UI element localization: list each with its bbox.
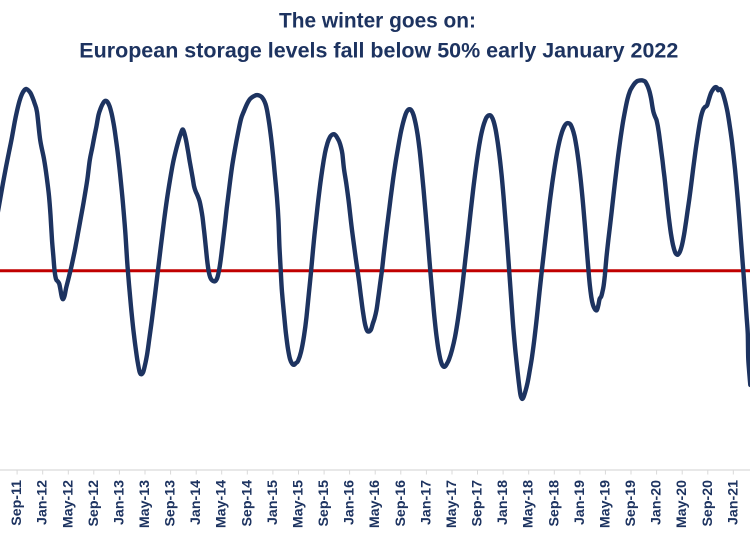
svg-text:Sep-19: Sep-19 (623, 480, 639, 527)
svg-text:May-16: May-16 (367, 480, 383, 528)
svg-text:May-17: May-17 (444, 480, 460, 528)
svg-text:Jan-20: Jan-20 (649, 480, 665, 525)
svg-text:Jan-12: Jan-12 (35, 480, 51, 525)
svg-text:Jan-13: Jan-13 (111, 480, 127, 525)
svg-text:Sep-16: Sep-16 (393, 480, 409, 527)
svg-text:Jan-19: Jan-19 (572, 480, 588, 525)
svg-text:Jan-21: Jan-21 (725, 480, 741, 525)
svg-text:Jan-15: Jan-15 (265, 480, 281, 525)
svg-text:May-20: May-20 (674, 480, 690, 528)
svg-text:Jan-17: Jan-17 (418, 480, 434, 525)
svg-text:Sep-13: Sep-13 (163, 480, 179, 527)
svg-text:Sep-12: Sep-12 (86, 480, 102, 527)
svg-text:May-15: May-15 (291, 480, 307, 528)
svg-text:Sep-11: Sep-11 (9, 480, 25, 526)
svg-text:May-12: May-12 (60, 480, 76, 528)
svg-text:Jan-18: Jan-18 (495, 480, 511, 525)
svg-text:Sep-20: Sep-20 (700, 480, 716, 527)
svg-text:May-18: May-18 (521, 480, 537, 528)
svg-text:Jan-14: Jan-14 (188, 480, 204, 525)
svg-text:May-13: May-13 (137, 480, 153, 528)
svg-text:May-14: May-14 (214, 480, 230, 528)
svg-text:Sep-17: Sep-17 (470, 480, 486, 527)
svg-text:European storage levels fall b: European storage levels fall below 50% e… (79, 38, 678, 62)
svg-text:Sep-14: Sep-14 (239, 480, 255, 527)
svg-text:Jan-16: Jan-16 (342, 480, 358, 525)
svg-text:Sep-18: Sep-18 (546, 480, 562, 527)
svg-text:May-19: May-19 (597, 480, 613, 528)
svg-text:Sep-15: Sep-15 (316, 480, 332, 527)
svg-text:The winter goes on:: The winter goes on: (279, 9, 476, 33)
